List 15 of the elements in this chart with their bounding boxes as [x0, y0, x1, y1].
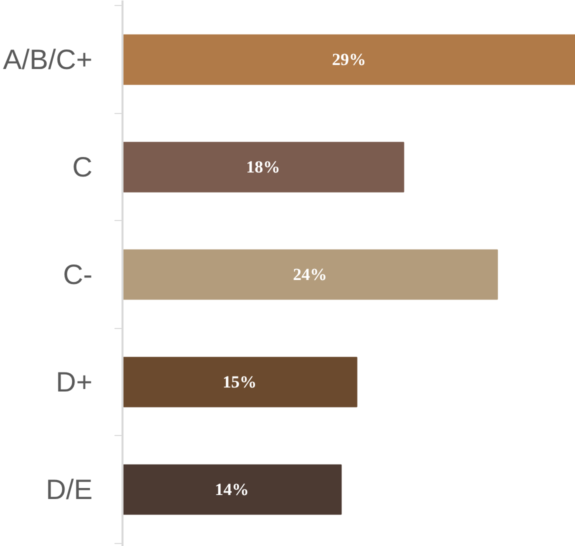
- bar: [122, 356, 358, 408]
- y-tick-label: A/B/C+: [3, 44, 92, 76]
- y-tick-label: C: [72, 152, 93, 183]
- bar: [122, 464, 342, 515]
- data-label: 29%: [332, 50, 366, 70]
- bar: [122, 249, 498, 300]
- data-label: 24%: [292, 265, 327, 284]
- data-label: 18%: [246, 158, 280, 177]
- bar: [122, 142, 404, 192]
- data-label: 14%: [214, 480, 249, 500]
- bar: [122, 34, 575, 85]
- y-tick-label: C-: [62, 259, 92, 290]
- y-tick-label: D/E: [46, 474, 93, 506]
- data-label: 15%: [222, 372, 257, 392]
- y-tick-label: D+: [56, 366, 93, 398]
